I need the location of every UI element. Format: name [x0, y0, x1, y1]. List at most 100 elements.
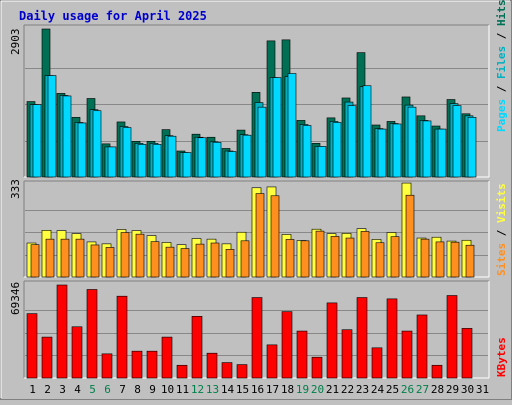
bar-pages-day-9	[152, 144, 162, 178]
bar-kbytes-day-20	[311, 356, 323, 379]
bar-kbytes-day-28	[431, 364, 443, 379]
x-tick-label-2: 2	[44, 383, 51, 396]
x-tick-label-4: 4	[74, 383, 81, 396]
bar-sites-day-1	[30, 244, 40, 278]
x-tick-label-29: 29	[446, 383, 459, 396]
y-max-label-2: 69346	[9, 282, 22, 315]
bar-sites-day-3	[60, 238, 70, 278]
x-tick-label-30: 30	[461, 383, 474, 396]
bar-sites-day-26	[405, 194, 415, 278]
legend-sites: Sites	[495, 243, 508, 276]
bar-pages-day-13	[212, 142, 222, 178]
bar-sites-day-5	[90, 244, 100, 278]
y-max-labels: 2903 333 69346	[9, 29, 22, 316]
bar-sites-day-16	[255, 193, 265, 278]
bar-sites-day-25	[390, 236, 400, 278]
bar-kbytes-day-19	[296, 330, 308, 379]
bar-pages-day-6	[107, 146, 117, 178]
bar-sites-day-29	[450, 241, 460, 278]
x-tick-label-14: 14	[221, 383, 235, 396]
bar-kbytes-day-9	[146, 350, 158, 379]
bar-pages-day-25	[392, 123, 402, 178]
bar-pages-day-23	[362, 85, 372, 178]
bar-pages-day-19	[302, 125, 312, 178]
bar-sites-day-28	[435, 241, 445, 278]
x-tick-label-21: 21	[326, 383, 339, 396]
bar-sites-day-30	[465, 244, 475, 278]
bar-kbytes-day-2	[41, 336, 53, 379]
bar-pages-day-17	[272, 77, 282, 178]
legend-middle: Sites / Visits	[495, 183, 508, 276]
bar-kbytes-day-6	[101, 353, 113, 379]
bar-sites-day-17	[270, 195, 280, 278]
bar-sites-day-27	[420, 238, 430, 278]
x-tick-label-27: 27	[416, 383, 429, 396]
bar-pages-day-11	[182, 152, 192, 178]
x-tick-label-11: 11	[176, 383, 189, 396]
bar-kbytes-day-29	[446, 295, 458, 379]
svg-text:Sites / Visits: Sites / Visits	[495, 183, 508, 276]
x-tick-label-16: 16	[251, 383, 264, 396]
bar-pages-day-27	[422, 120, 432, 178]
bar-sites-day-20	[315, 230, 325, 278]
x-tick-label-19: 19	[296, 383, 309, 396]
bar-kbytes-day-17	[266, 344, 278, 379]
bar-pages-day-29	[452, 105, 462, 178]
x-tick-label-20: 20	[311, 383, 324, 396]
bar-pages-day-1	[32, 104, 42, 178]
x-tick-label-5: 5	[89, 383, 96, 396]
x-tick-label-8: 8	[134, 383, 141, 396]
x-tick-label-9: 9	[149, 383, 156, 396]
bar-pages-day-16	[257, 106, 267, 178]
bar-kbytes-day-24	[371, 347, 383, 379]
svg-text:Pages / Files / Hits: Pages / Files / Hits	[495, 0, 508, 132]
x-tick-label-3: 3	[59, 383, 66, 396]
bar-pages-day-2	[47, 75, 57, 178]
bar-sites-day-11	[180, 248, 190, 278]
bar-kbytes-day-25	[386, 298, 398, 379]
bar-kbytes-day-12	[191, 316, 203, 379]
bar-kbytes-day-26	[401, 330, 413, 379]
bar-kbytes-day-27	[416, 314, 428, 379]
bar-kbytes-day-15	[236, 364, 248, 379]
bar-sites-day-15	[240, 240, 250, 278]
bar-pages-day-30	[467, 117, 477, 178]
bar-pages-day-7	[122, 127, 132, 178]
bar-kbytes-day-30	[461, 328, 473, 379]
x-tick-label-10: 10	[161, 383, 174, 396]
x-tick-label-12: 12	[191, 383, 204, 396]
bar-pages-day-24	[377, 128, 387, 178]
x-tick-label-23: 23	[356, 383, 369, 396]
legend-hits: Hits	[495, 0, 508, 26]
bar-kbytes-day-11	[176, 364, 188, 379]
bar-sites-day-12	[195, 243, 205, 278]
x-tick-label-28: 28	[431, 383, 444, 396]
y-max-label-0: 2903	[9, 29, 22, 56]
bar-kbytes-day-14	[221, 362, 233, 379]
bar-kbytes-day-23	[356, 297, 368, 379]
svg-text:KBytes: KBytes	[495, 337, 508, 377]
bar-pages-day-26	[407, 106, 417, 178]
bar-sites-day-7	[120, 232, 130, 278]
bar-kbytes-day-22	[341, 329, 353, 379]
x-tick-label-6: 6	[104, 383, 111, 396]
legend-sep-2: /	[495, 26, 508, 46]
legend-visits: Visits	[495, 183, 508, 223]
x-tick-label-13: 13	[206, 383, 219, 396]
bar-pages-day-28	[437, 128, 447, 178]
bar-sites-day-13	[210, 242, 220, 278]
bar-sites-day-10	[165, 246, 175, 278]
y-max-label-1: 333	[9, 179, 22, 199]
x-tick-label-31: 31	[476, 383, 489, 396]
bar-sites-day-4	[75, 238, 85, 278]
bar-pages-day-22	[347, 105, 357, 178]
bar-sites-day-2	[45, 238, 55, 278]
bar-pages-day-10	[167, 135, 177, 178]
legend-bottom: KBytes	[495, 337, 508, 377]
bar-pages-day-14	[227, 151, 237, 178]
x-tick-label-25: 25	[386, 383, 399, 396]
bar-pages-day-18	[287, 73, 297, 178]
bar-sites-day-23	[360, 231, 370, 278]
